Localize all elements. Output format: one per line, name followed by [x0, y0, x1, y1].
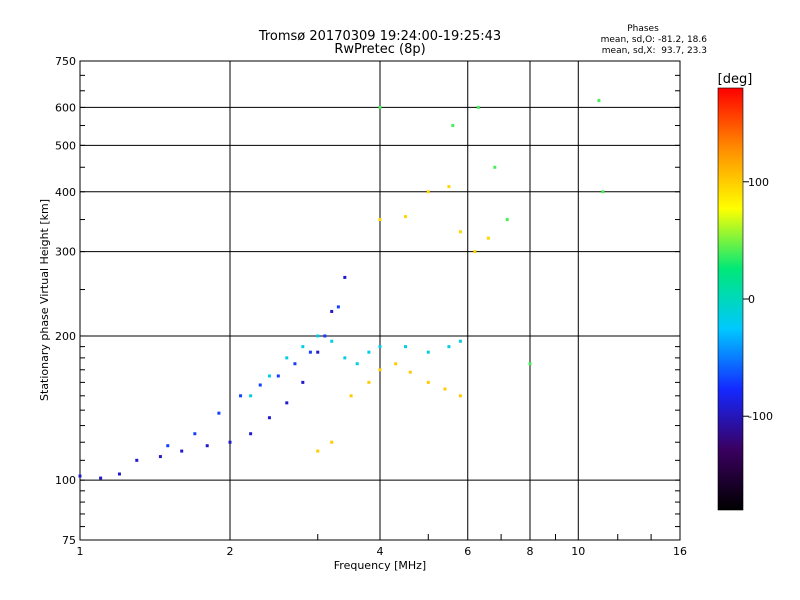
- data-point: [99, 476, 103, 480]
- x-tick-labels: 1 2 4 6 8 10 16: [77, 545, 688, 558]
- data-point: [193, 432, 197, 436]
- data-point: [117, 472, 121, 476]
- data-point: [403, 215, 407, 219]
- data-point: [426, 380, 430, 384]
- colorbar: [deg] 100 0 -100: [717, 72, 773, 511]
- data-point: [323, 334, 327, 338]
- y-tick-label: 300: [55, 246, 76, 259]
- data-point: [308, 350, 312, 354]
- data-point: [597, 99, 601, 103]
- data-point: [378, 218, 382, 222]
- colorbar-tick-label: -100: [748, 410, 773, 423]
- data-point: [330, 339, 334, 343]
- data-point: [426, 350, 430, 354]
- x-tick-label: 1: [77, 545, 84, 558]
- y-tick-label: 400: [55, 186, 76, 199]
- data-point: [451, 124, 455, 128]
- x-tick-label: 10: [571, 545, 585, 558]
- chart-subtitle: RwPretec (8p): [334, 42, 425, 57]
- data-point: [447, 185, 451, 189]
- x-tick-label: 2: [227, 545, 234, 558]
- data-point: [336, 305, 340, 309]
- data-point: [249, 394, 253, 398]
- colorbar-scale: [717, 87, 744, 511]
- data-point: [285, 401, 289, 405]
- data-point: [316, 350, 320, 354]
- data-point: [378, 345, 382, 349]
- data-point: [78, 474, 82, 478]
- data-point: [158, 455, 162, 459]
- data-point: [316, 334, 320, 338]
- data-point: [367, 380, 371, 384]
- y-axis-label: Stationary phase Virtual Height [km]: [38, 199, 51, 401]
- colorbar-tick-label: 0: [748, 293, 755, 306]
- data-point: [293, 362, 297, 366]
- data-point: [267, 374, 271, 378]
- y-tick-labels: 75 100 200 300 400 500 600 750: [55, 55, 76, 547]
- data-point: [301, 380, 305, 384]
- x-axis-label: Frequency [MHz]: [334, 559, 426, 572]
- colorbar-tick-label: 100: [748, 176, 769, 189]
- data-point: [180, 449, 184, 453]
- data-point: [330, 440, 334, 444]
- data-point: [458, 230, 462, 234]
- data-point: [394, 362, 398, 366]
- data-point: [285, 356, 289, 360]
- data-point: [135, 458, 139, 462]
- phase-legend: Phases mean, sd,O: -81.2, 18.6 mean, sd,…: [601, 24, 708, 56]
- data-point: [343, 275, 347, 279]
- x-tick-label: 4: [377, 545, 384, 558]
- data-point: [476, 105, 480, 109]
- data-point: [426, 190, 430, 194]
- data-point: [443, 387, 447, 391]
- colorbar-label: [deg]: [718, 72, 753, 87]
- data-point: [330, 309, 334, 313]
- data-point: [505, 218, 509, 222]
- data-point: [301, 345, 305, 349]
- data-point: [349, 394, 353, 398]
- legend-line-o: mean, sd,O: -81.2, 18.6: [601, 35, 708, 45]
- data-point: [205, 444, 209, 448]
- data-point: [493, 165, 497, 169]
- y-tick-label: 600: [55, 101, 76, 114]
- data-point: [601, 190, 605, 194]
- data-point: [316, 449, 320, 453]
- data-point: [239, 394, 243, 398]
- data-points: [78, 99, 605, 480]
- data-point: [276, 374, 280, 378]
- data-point: [249, 432, 253, 436]
- x-tick-label: 6: [464, 545, 471, 558]
- legend-title: Phases: [627, 24, 659, 34]
- chart-title: Tromsø 20170309 19:24:00-19:25:43: [258, 29, 501, 44]
- y-tick-label: 75: [62, 534, 76, 547]
- data-point: [258, 383, 262, 387]
- data-point: [403, 345, 407, 349]
- data-point: [458, 394, 462, 398]
- data-point: [408, 370, 412, 374]
- data-point: [486, 236, 490, 240]
- data-point: [473, 250, 477, 254]
- legend-line-x: mean, sd,X: 93.7, 23.3: [602, 46, 707, 56]
- y-tick-label: 500: [55, 139, 76, 152]
- data-point: [447, 345, 451, 349]
- data-point: [367, 350, 371, 354]
- data-point: [217, 411, 221, 415]
- x-tick-label: 8: [527, 545, 534, 558]
- data-point: [378, 105, 382, 109]
- data-point: [355, 362, 359, 366]
- colorbar-ticks: 100 0 -100: [743, 176, 773, 423]
- data-point: [228, 440, 232, 444]
- y-tick-label: 750: [55, 55, 76, 68]
- data-point: [343, 356, 347, 360]
- grid-lines: [80, 61, 680, 540]
- y-tick-label: 200: [55, 330, 76, 343]
- y-tick-label: 100: [55, 474, 76, 487]
- data-point: [458, 339, 462, 343]
- x-tick-label: 16: [673, 545, 687, 558]
- data-point: [528, 362, 532, 366]
- data-point: [166, 444, 170, 448]
- data-point: [378, 368, 382, 372]
- data-point: [267, 416, 271, 420]
